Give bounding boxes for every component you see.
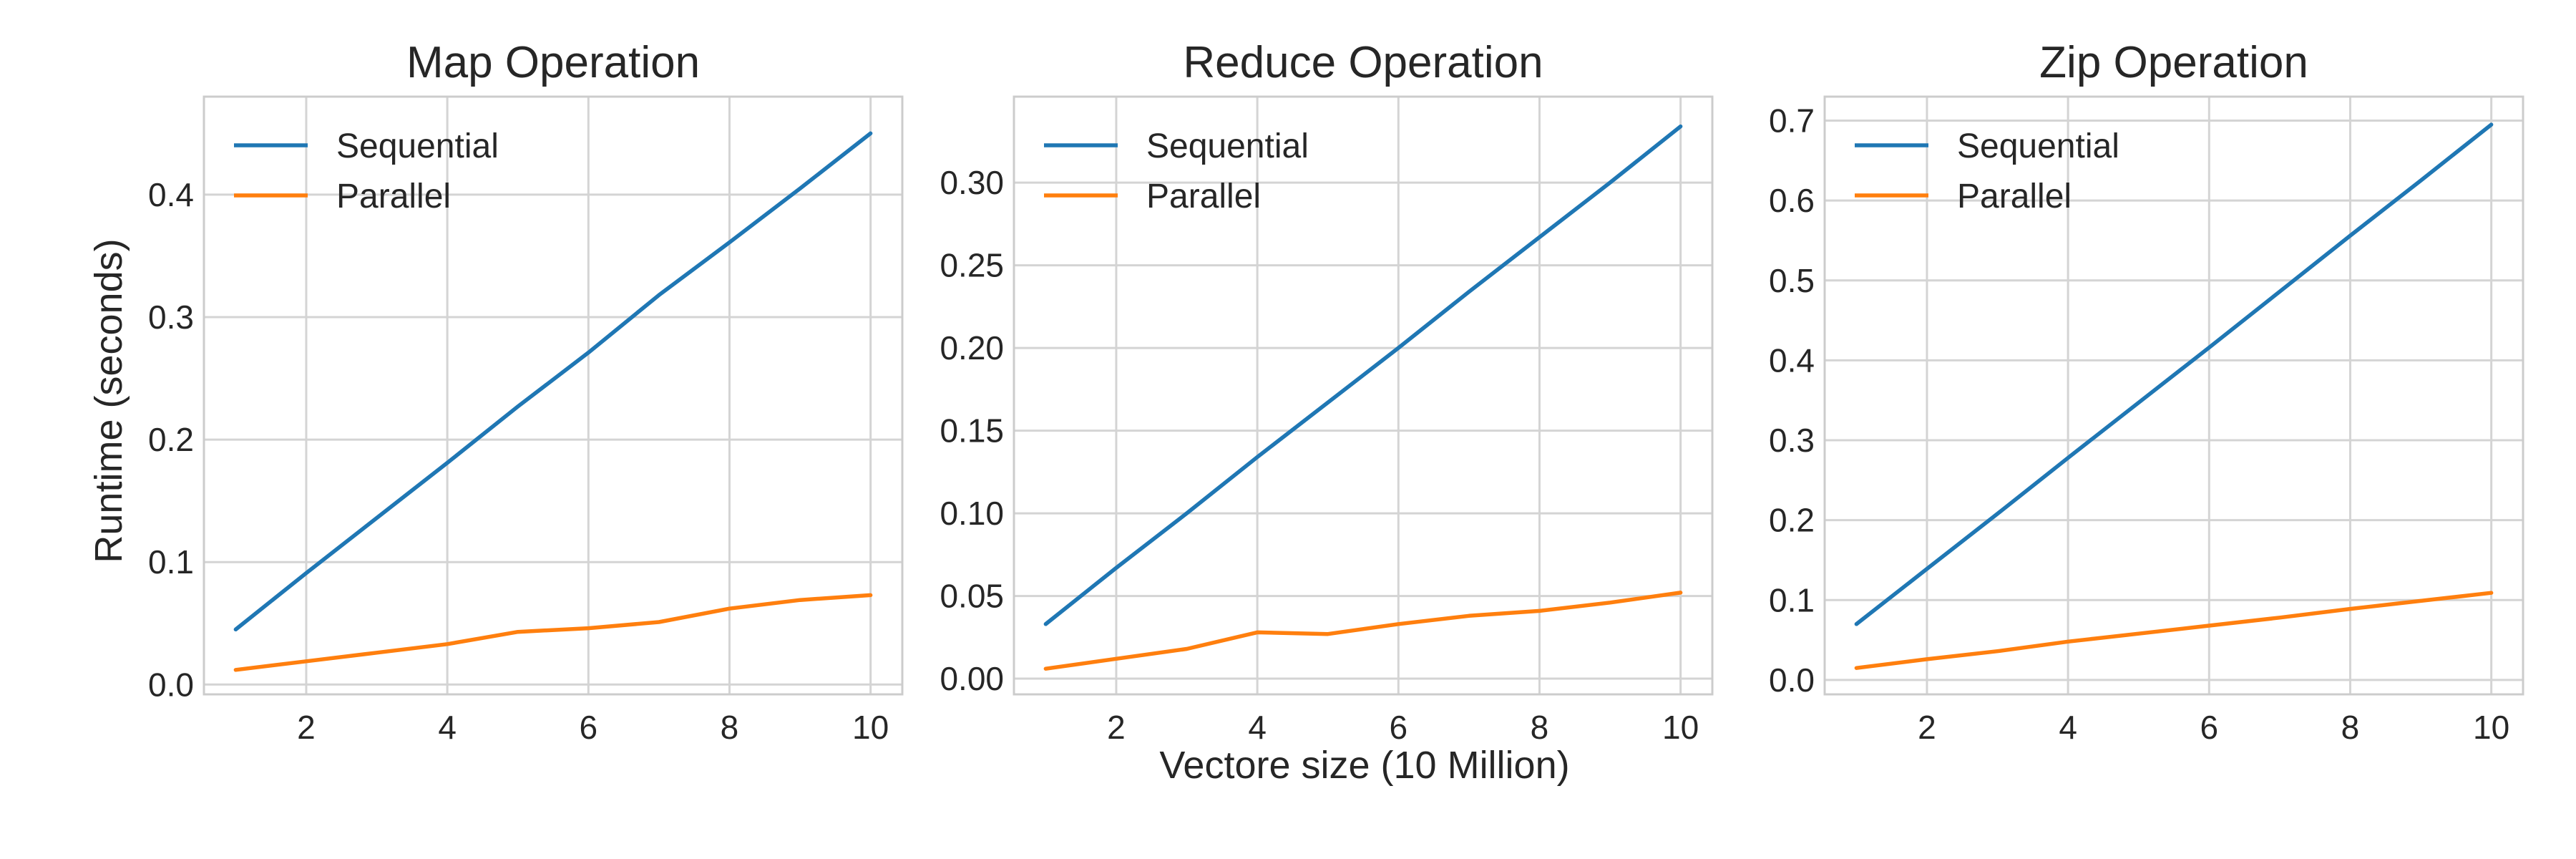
zip-plot-frame bbox=[1823, 95, 2524, 696]
zip-sequential-line bbox=[1854, 122, 2494, 626]
zip-y-tick-label: 0.3 bbox=[1769, 422, 1815, 459]
map-chart-title: Map Operation bbox=[406, 38, 700, 87]
map-x-tick-label: 2 bbox=[297, 709, 316, 746]
zip-y-tick-label: 0.5 bbox=[1769, 262, 1815, 299]
reduce-operation-chart: 2 4 6 8 10 0.00 0.05 0.10 0.15 0.20 0.25 0.30 Sequen… bbox=[940, 38, 1714, 746]
map-plot-frame bbox=[203, 95, 904, 696]
zip-x-tick-label: 6 bbox=[2200, 709, 2218, 746]
map-y-tick-label: 0.4 bbox=[148, 176, 194, 213]
reduce-x-tick-label: 8 bbox=[1531, 709, 1549, 746]
reduce-x-tick-label: 10 bbox=[1662, 709, 1699, 746]
map-x-tick-label: 10 bbox=[852, 709, 889, 746]
reduce-y-tick-label: 0.00 bbox=[940, 660, 1004, 697]
map-y-tick-label: 0.2 bbox=[148, 421, 194, 458]
map-x-tick-label: 4 bbox=[438, 709, 457, 746]
reduce-x-tick-label: 6 bbox=[1389, 709, 1407, 746]
reduce-y-tick-label: 0.20 bbox=[940, 329, 1004, 367]
zip-x-tick-label: 4 bbox=[2059, 709, 2077, 746]
reduce-y-tick-label: 0.15 bbox=[940, 412, 1004, 450]
map-y-tick-label: 0.0 bbox=[148, 666, 194, 703]
reduce-y-tick-label: 0.30 bbox=[940, 164, 1004, 201]
reduce-plot-frame bbox=[1013, 95, 1714, 696]
zip-legend-sequential-label: Sequential bbox=[1957, 127, 2119, 165]
zip-parallel-line bbox=[1854, 591, 2494, 670]
reduce-sequential-line bbox=[1043, 124, 1683, 626]
zip-x-tick-label: 2 bbox=[1918, 709, 1936, 746]
zip-y-tick-label: 0.4 bbox=[1769, 341, 1815, 379]
reduce-chart-title: Reduce Operation bbox=[1183, 38, 1543, 87]
map-y-tick-label: 0.1 bbox=[148, 543, 194, 581]
map-legend-sequential-label: Sequential bbox=[336, 127, 499, 165]
zip-y-tick-label: 0.1 bbox=[1769, 581, 1815, 618]
reduce-x-tick-label: 4 bbox=[1248, 709, 1267, 746]
reduce-parallel-line bbox=[1043, 591, 1683, 671]
reduce-y-tick-label: 0.10 bbox=[940, 495, 1004, 532]
zip-x-tick-label: 8 bbox=[2341, 709, 2360, 746]
map-parallel-line bbox=[233, 593, 873, 672]
figure-x-axis-label: Vectore size (10 Million) bbox=[1159, 744, 1569, 787]
reduce-x-tick-label: 2 bbox=[1107, 709, 1126, 746]
zip-chart-title: Zip Operation bbox=[2039, 38, 2308, 87]
map-operation-chart: 2 4 6 8 10 0.0 0.1 0.2 0.3 0.4 Sequential Parallel M… bbox=[148, 38, 904, 746]
map-y-tick-label: 0.3 bbox=[148, 299, 194, 336]
reduce-y-tick-label: 0.05 bbox=[940, 578, 1004, 615]
figure-y-axis-label: Runtime (seconds) bbox=[87, 238, 130, 563]
zip-y-tick-label: 0.2 bbox=[1769, 502, 1815, 539]
zip-y-tick-label: 0.6 bbox=[1769, 182, 1815, 219]
zip-x-tick-label: 10 bbox=[2473, 709, 2509, 746]
reduce-legend-sequential-label: Sequential bbox=[1146, 127, 1309, 165]
reduce-legend-parallel-label: Parallel bbox=[1146, 178, 1261, 215]
zip-legend-parallel-label: Parallel bbox=[1957, 178, 2072, 215]
map-x-tick-label: 8 bbox=[721, 709, 739, 746]
zip-operation-chart: 2 4 6 8 10 0.0 0.1 0.2 0.3 0.4 0.5 0.6 0.7 Sequential… bbox=[1769, 38, 2524, 746]
map-sequential-line bbox=[233, 131, 873, 632]
zip-y-tick-label: 0.0 bbox=[1769, 661, 1815, 699]
reduce-y-tick-label: 0.25 bbox=[940, 247, 1004, 284]
map-legend-parallel-label: Parallel bbox=[336, 178, 451, 215]
zip-y-tick-label: 0.7 bbox=[1769, 102, 1815, 139]
map-x-tick-label: 6 bbox=[579, 709, 597, 746]
